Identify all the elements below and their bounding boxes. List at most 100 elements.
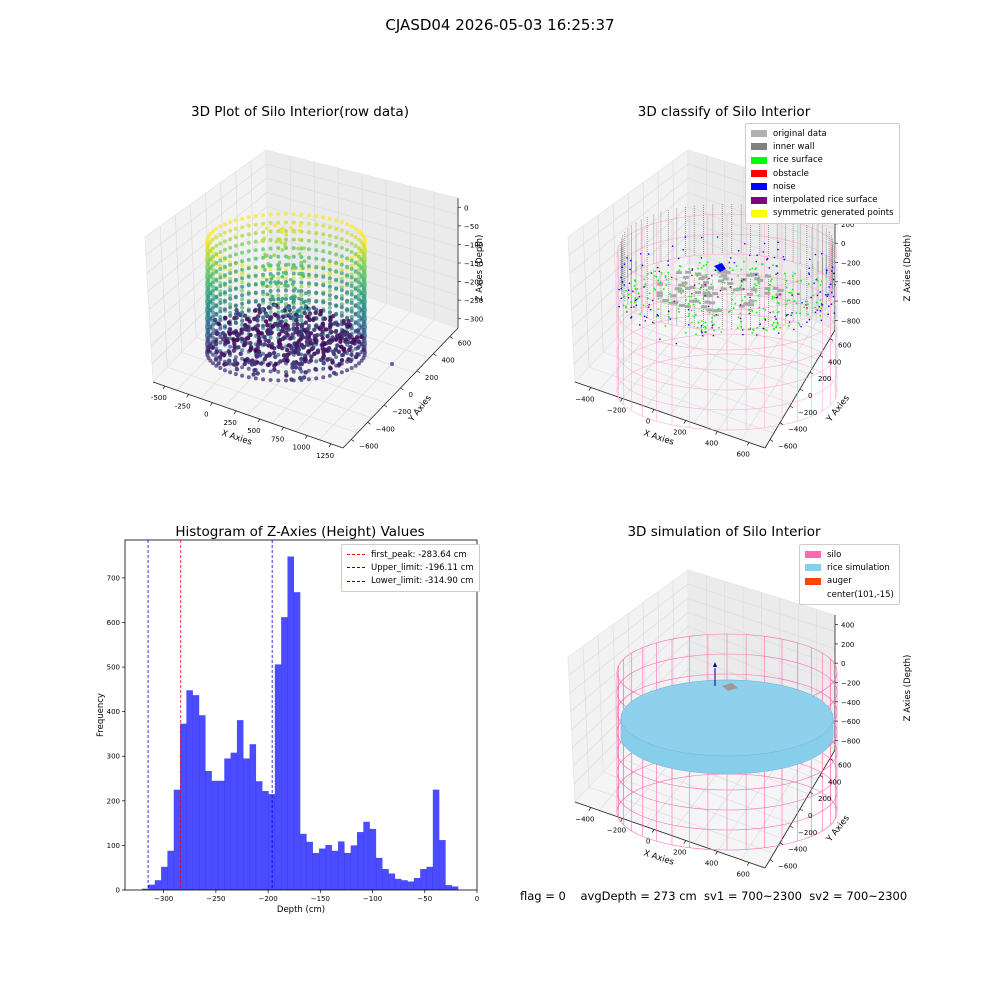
rice-point bbox=[655, 275, 658, 278]
raw-point bbox=[284, 280, 288, 284]
noise-point bbox=[623, 263, 626, 266]
y-tick bbox=[819, 354, 824, 358]
rice-point bbox=[675, 278, 678, 281]
raw-point bbox=[356, 322, 361, 327]
rice-point bbox=[757, 294, 760, 297]
x-tick-label: 0 bbox=[646, 838, 650, 846]
noise-point bbox=[791, 312, 793, 314]
z-tick-label: −600 bbox=[841, 298, 860, 306]
raw-point bbox=[314, 282, 319, 287]
raw-point bbox=[306, 377, 311, 382]
raw-point bbox=[314, 231, 319, 236]
original-point bbox=[684, 304, 691, 308]
raw-point bbox=[276, 212, 281, 217]
raw-point bbox=[277, 237, 282, 241]
noise-cluster bbox=[714, 263, 726, 272]
rice-point bbox=[752, 329, 755, 332]
raw-point bbox=[340, 328, 346, 334]
raw-point bbox=[246, 300, 251, 305]
rice-point bbox=[705, 263, 708, 266]
raw-point bbox=[262, 334, 267, 340]
x-tick-label: −300 bbox=[154, 895, 173, 903]
rice-point bbox=[758, 306, 761, 309]
rice-point bbox=[732, 291, 734, 294]
rice-point bbox=[636, 297, 639, 300]
rice-point bbox=[622, 295, 625, 298]
interp-point bbox=[690, 292, 693, 295]
raw-point bbox=[314, 214, 319, 219]
raw-point bbox=[349, 283, 354, 288]
x-tick bbox=[186, 394, 189, 398]
raw-point bbox=[218, 298, 223, 303]
interp-point bbox=[715, 314, 718, 316]
raw-point bbox=[248, 332, 253, 338]
raw-point bbox=[273, 280, 277, 284]
raw-point bbox=[321, 223, 326, 228]
raw-point bbox=[222, 247, 227, 252]
rice-point bbox=[755, 284, 758, 287]
raw-point bbox=[222, 239, 227, 244]
raw-point bbox=[356, 361, 361, 366]
raw-point bbox=[299, 212, 304, 217]
raw-point bbox=[291, 326, 296, 331]
raw-point bbox=[313, 336, 318, 342]
legend-label: symmetric generated points bbox=[773, 208, 894, 219]
raw-point bbox=[340, 352, 346, 358]
raw-point bbox=[339, 220, 344, 225]
raw-point bbox=[356, 314, 361, 319]
raw-point bbox=[261, 272, 266, 277]
raw-point bbox=[345, 256, 350, 261]
raw-point bbox=[362, 305, 367, 310]
noise-point bbox=[829, 283, 832, 286]
raw-point bbox=[244, 336, 250, 341]
x-tick-label: 500 bbox=[247, 427, 260, 435]
raw-point bbox=[296, 246, 300, 251]
interp-point bbox=[775, 273, 777, 275]
original-point bbox=[701, 305, 708, 309]
x-axis-label: X Axies bbox=[642, 428, 675, 447]
raw-point bbox=[311, 317, 316, 322]
y-tick bbox=[819, 774, 824, 778]
raw-point bbox=[320, 346, 325, 351]
raw-point bbox=[221, 352, 227, 358]
raw-point bbox=[218, 289, 223, 294]
raw-point bbox=[241, 343, 247, 348]
raw-point bbox=[218, 315, 223, 320]
rice-point bbox=[624, 307, 627, 309]
raw-point bbox=[268, 335, 273, 340]
raw-point bbox=[215, 330, 220, 336]
interp-point bbox=[700, 330, 703, 333]
y-tick bbox=[416, 370, 421, 374]
raw-point bbox=[356, 297, 361, 302]
rice-point bbox=[634, 288, 637, 290]
y-tick bbox=[351, 439, 355, 442]
rice-point bbox=[772, 264, 774, 267]
raw-point bbox=[297, 229, 302, 233]
interp-point bbox=[705, 331, 707, 333]
raw-point bbox=[211, 314, 216, 319]
raw-point bbox=[268, 309, 273, 314]
raw-point bbox=[308, 331, 314, 336]
legend-swatch bbox=[751, 170, 767, 178]
rice-point bbox=[755, 299, 757, 302]
rice-point bbox=[747, 328, 750, 331]
original-point bbox=[707, 286, 714, 290]
histogram-bar bbox=[262, 791, 269, 890]
rice-point bbox=[679, 265, 682, 268]
legend-swatch bbox=[805, 577, 821, 585]
y-tick-label: 600 bbox=[838, 761, 851, 769]
rice-point bbox=[644, 283, 647, 286]
raw-point bbox=[208, 316, 213, 321]
raw-point bbox=[298, 314, 303, 318]
noise-point bbox=[647, 253, 650, 255]
original-point bbox=[689, 299, 696, 303]
raw-point bbox=[246, 215, 251, 220]
raw-point bbox=[362, 296, 367, 301]
rice-point bbox=[798, 293, 801, 296]
raw-point bbox=[320, 336, 325, 341]
interp-point bbox=[739, 317, 742, 320]
raw-point bbox=[211, 263, 216, 268]
raw-point bbox=[350, 340, 355, 345]
raw-point bbox=[232, 316, 237, 321]
y-tick-label: 0 bbox=[808, 812, 812, 820]
